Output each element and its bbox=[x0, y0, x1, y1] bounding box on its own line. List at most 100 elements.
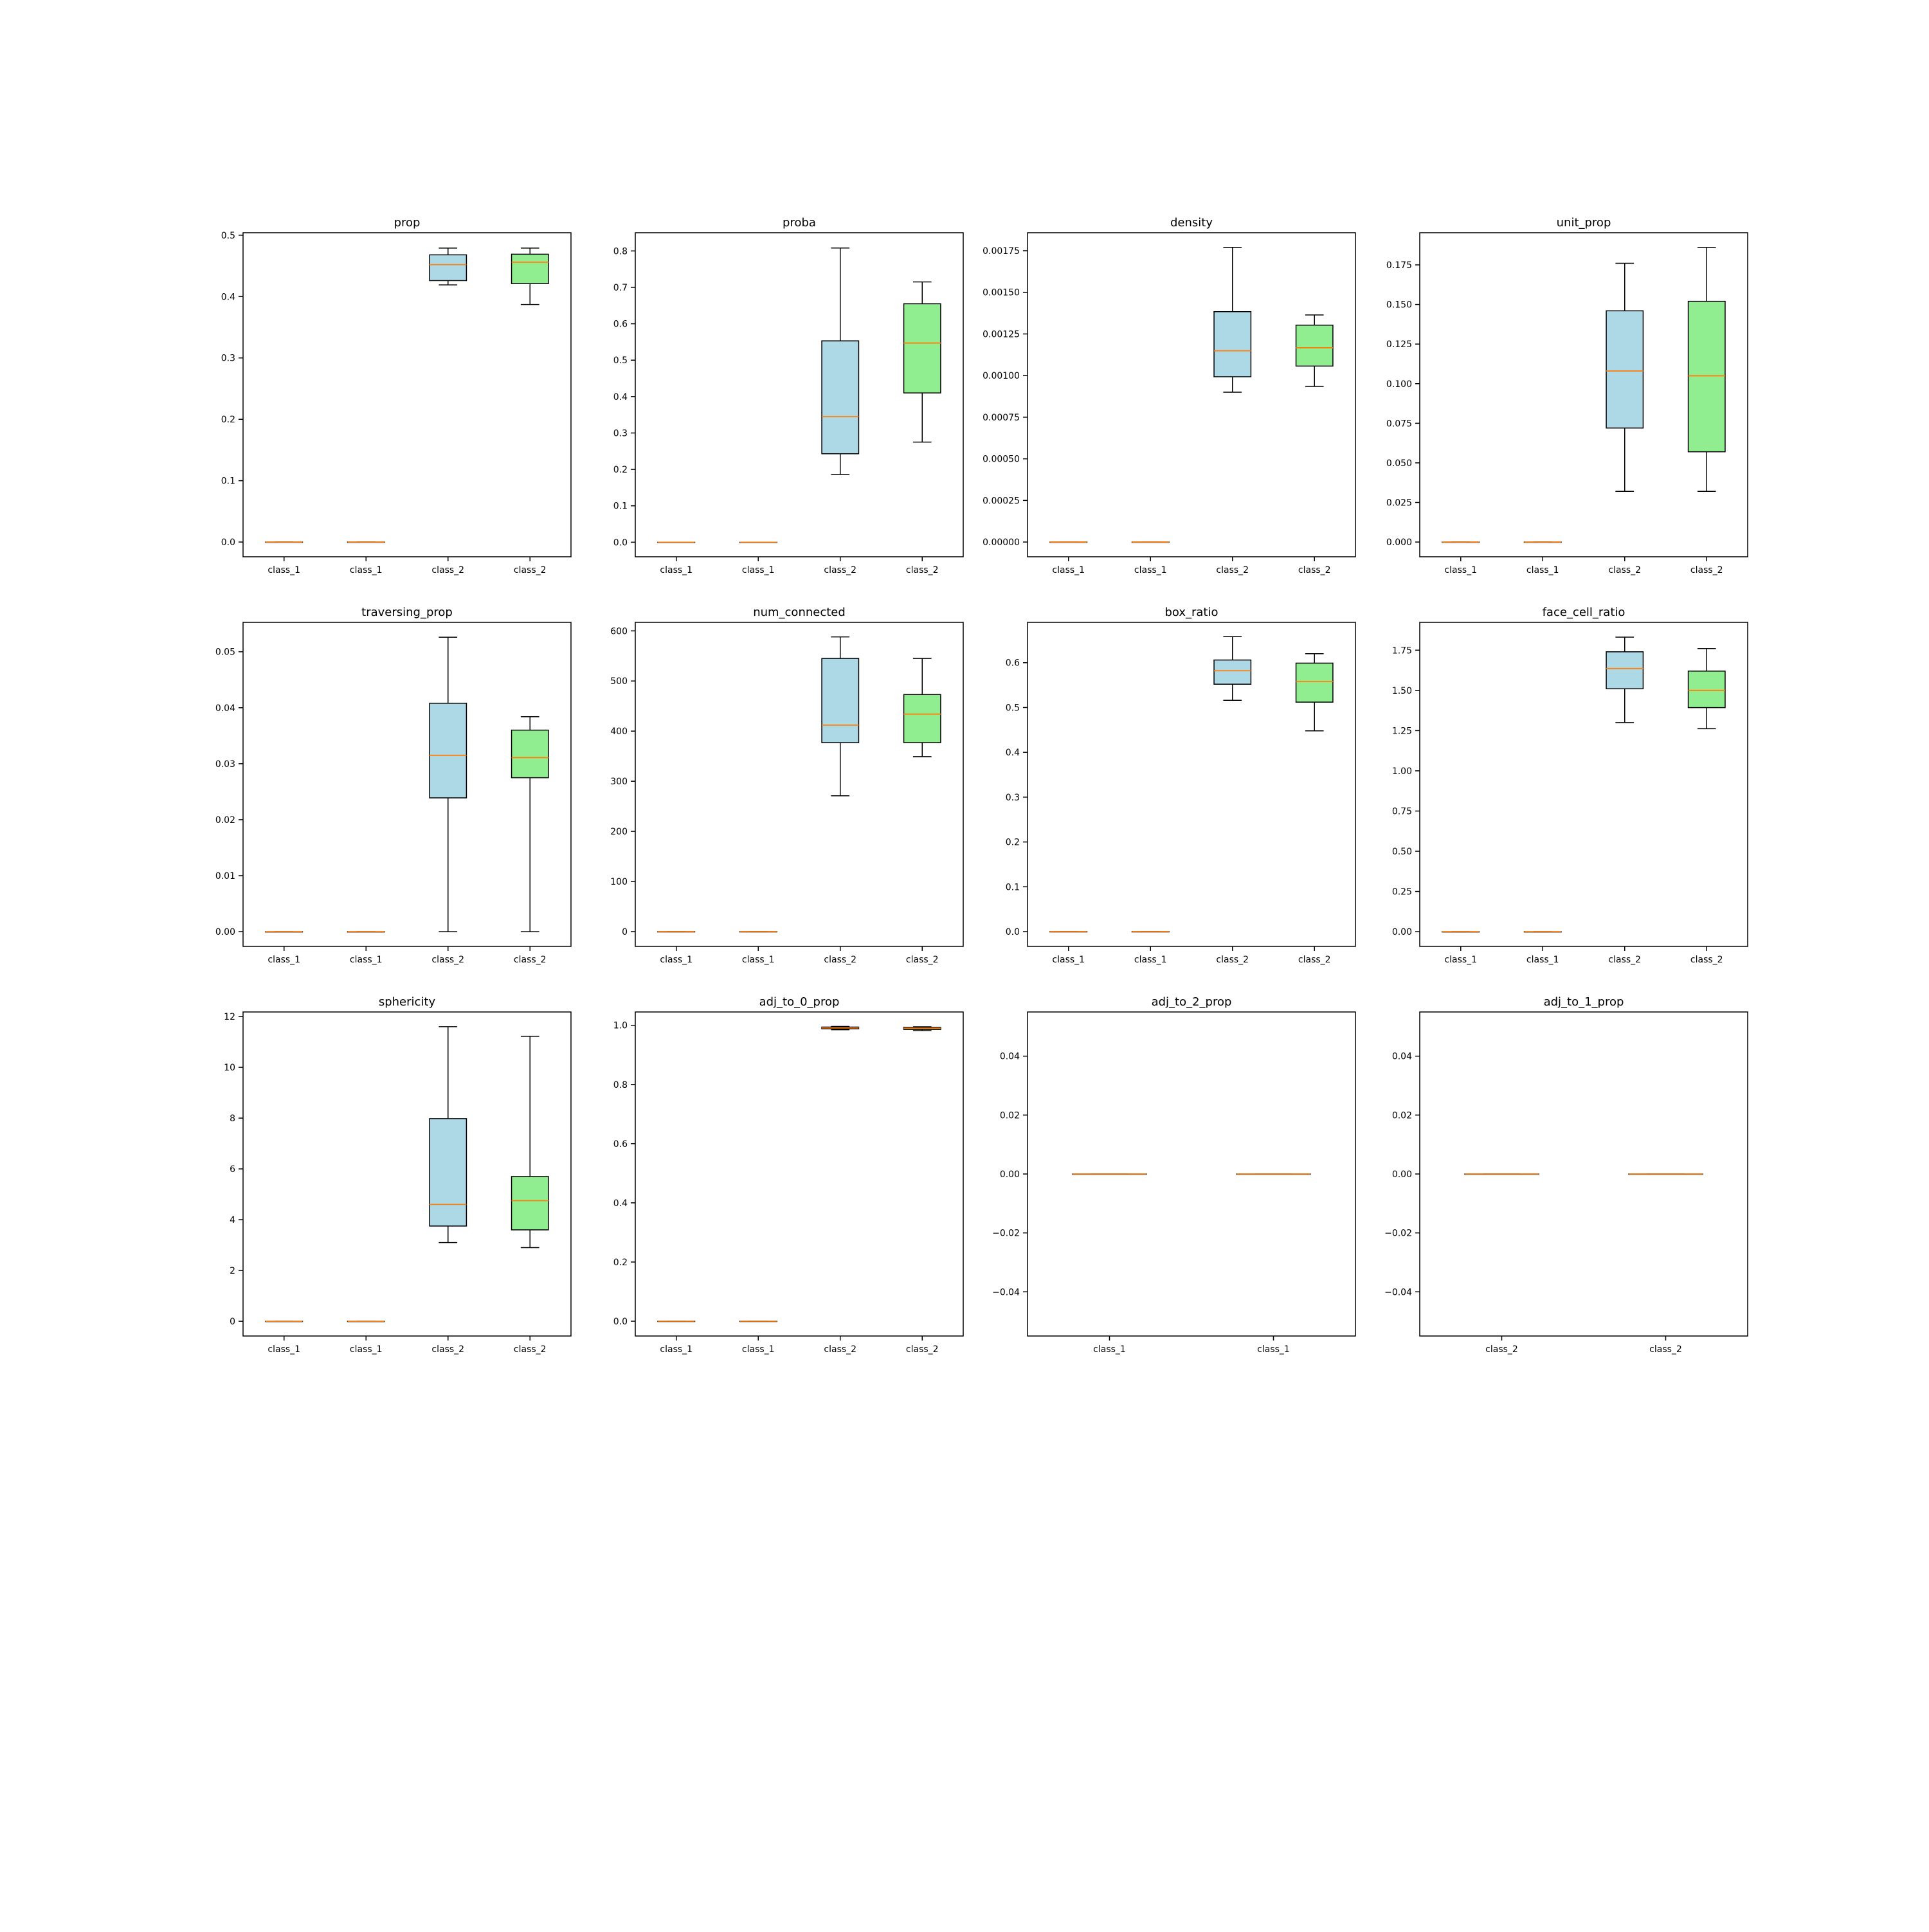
box-iqr bbox=[1606, 651, 1644, 690]
x-tick-label: class_1 bbox=[267, 565, 300, 575]
x-tick-label: class_2 bbox=[1298, 955, 1331, 965]
subplot-title: unit_prop bbox=[1557, 216, 1611, 230]
box-class_2 bbox=[821, 248, 860, 475]
y-tick-label: 0.04 bbox=[215, 703, 235, 714]
x-tick-label: class_2 bbox=[906, 565, 939, 575]
box-iqr bbox=[429, 1118, 467, 1227]
y-tick-label: 0.00125 bbox=[983, 329, 1020, 339]
x-tick-label: class_2 bbox=[1216, 955, 1249, 965]
box-class_2 bbox=[429, 636, 467, 932]
x-tick-label: class_1 bbox=[1134, 955, 1167, 965]
x-tick-label: class_1 bbox=[742, 565, 775, 575]
y-tick-label: 0.00075 bbox=[983, 413, 1020, 423]
box-class_1 bbox=[1236, 1173, 1311, 1175]
axes-frame bbox=[242, 1011, 572, 1337]
subplot-title: proba bbox=[783, 216, 816, 230]
x-tick-label: class_1 bbox=[1526, 565, 1559, 575]
box-class_1 bbox=[1072, 1173, 1147, 1175]
y-tick-label: 0.4 bbox=[613, 392, 628, 402]
box-iqr bbox=[1213, 311, 1252, 377]
x-tick-label: class_2 bbox=[824, 955, 856, 965]
box-class_2 bbox=[903, 281, 941, 443]
axes-frame bbox=[242, 622, 572, 947]
x-tick-label: class_1 bbox=[350, 955, 383, 965]
box-iqr bbox=[429, 254, 467, 282]
y-tick-label: 0.2 bbox=[613, 1258, 628, 1268]
box-class_1 bbox=[347, 541, 385, 543]
box-class_2 bbox=[1606, 636, 1644, 723]
box-class_1 bbox=[657, 541, 696, 543]
x-tick-label: class_1 bbox=[1052, 955, 1085, 965]
y-tick-label: 0.050 bbox=[1386, 458, 1412, 469]
axes-frame bbox=[1027, 622, 1356, 947]
y-tick-label: 0 bbox=[230, 1317, 235, 1327]
x-tick-label: class_2 bbox=[824, 565, 856, 575]
y-tick-label: 0.6 bbox=[613, 1139, 628, 1150]
y-tick-label: 1.50 bbox=[1392, 686, 1412, 696]
y-tick-label: 0.00100 bbox=[983, 371, 1020, 381]
x-tick-label: class_2 bbox=[431, 565, 464, 575]
axes-frame bbox=[635, 1011, 964, 1337]
y-tick-label: 2 bbox=[230, 1266, 235, 1276]
y-tick-label: 1.75 bbox=[1392, 646, 1412, 656]
y-tick-label: 0.5 bbox=[613, 356, 628, 366]
y-tick-label: 600 bbox=[610, 626, 628, 636]
y-tick-label: 8 bbox=[230, 1114, 235, 1124]
y-tick-label: 0.075 bbox=[1386, 419, 1412, 429]
box-iqr bbox=[511, 729, 549, 779]
box-iqr bbox=[1687, 300, 1726, 453]
y-tick-label: 0.1 bbox=[613, 501, 628, 512]
y-tick-label: 0.175 bbox=[1386, 260, 1412, 271]
y-tick-label: 0.0 bbox=[613, 537, 628, 548]
box-iqr bbox=[511, 1176, 549, 1231]
y-tick-label: −0.02 bbox=[992, 1229, 1020, 1239]
box-iqr bbox=[903, 303, 941, 393]
box-class_1 bbox=[1131, 541, 1170, 543]
box-class_1 bbox=[739, 541, 777, 543]
box-iqr bbox=[1295, 662, 1334, 703]
box-iqr bbox=[1606, 310, 1644, 429]
box-class_2 bbox=[821, 636, 860, 797]
box-iqr bbox=[1213, 659, 1252, 685]
x-tick-label: class_1 bbox=[660, 1344, 693, 1355]
x-tick-label: class_2 bbox=[1485, 1344, 1518, 1355]
y-tick-label: 0.04 bbox=[1000, 1052, 1020, 1062]
y-tick-label: 0.00 bbox=[1392, 927, 1412, 937]
subplot-title: prop bbox=[394, 216, 421, 230]
y-tick-label: 100 bbox=[610, 877, 628, 887]
y-tick-label: 0.25 bbox=[1392, 887, 1412, 898]
subplot-title: traversing_prop bbox=[361, 606, 453, 619]
box-iqr bbox=[511, 253, 549, 284]
subplot-adj_to_0_prop: adj_to_0_prop 0.0 0.2 0.4 0.6 0.8 1.0 class_1 cl… bbox=[613, 995, 964, 1355]
subplot-title: adj_to_2_prop bbox=[1152, 995, 1232, 1009]
subplot-density: density 0.00000 0.00025 0.00050 0.00075 0.001… bbox=[983, 216, 1356, 575]
subplot-num_connected: num_connected 0 100 200 300 400 500 600 class_1 c… bbox=[610, 606, 964, 965]
y-tick-label: 0.02 bbox=[1000, 1110, 1020, 1121]
y-tick-label: −0.04 bbox=[1384, 1287, 1412, 1297]
y-tick-label: 10 bbox=[224, 1063, 235, 1073]
box-iqr bbox=[1687, 671, 1726, 709]
x-tick-label: class_2 bbox=[1690, 955, 1723, 965]
x-tick-label: class_2 bbox=[514, 1344, 547, 1355]
y-tick-label: 1.25 bbox=[1392, 726, 1412, 736]
y-tick-label: 0.00150 bbox=[983, 288, 1020, 298]
box-iqr bbox=[903, 694, 941, 743]
box-class_1 bbox=[265, 541, 303, 543]
y-tick-label: 0.03 bbox=[215, 759, 235, 770]
y-tick-label: 0.2 bbox=[1006, 838, 1020, 848]
y-tick-label: 0.05 bbox=[215, 647, 235, 658]
y-tick-label: 0.50 bbox=[1392, 847, 1412, 857]
subplot-title: density bbox=[1170, 216, 1213, 230]
y-tick-label: 0.01 bbox=[215, 871, 235, 881]
y-tick-label: 0.150 bbox=[1386, 300, 1412, 311]
box-class_2 bbox=[511, 248, 549, 305]
subplot-title: adj_to_1_prop bbox=[1544, 995, 1624, 1009]
y-tick-label: −0.04 bbox=[992, 1287, 1020, 1297]
subplot-proba: proba 0.0 0.1 0.2 0.3 0.4 0.5 0.6 0.7 0.8 class_1 c… bbox=[613, 216, 964, 575]
subplot-sphericity: sphericity 0 2 4 6 8 10 12 class_1 class_1 class_2… bbox=[224, 995, 572, 1355]
x-tick-label: class_2 bbox=[431, 1344, 464, 1355]
y-tick-label: 0.0 bbox=[221, 537, 235, 548]
x-tick-label: class_2 bbox=[1216, 565, 1249, 575]
y-tick-label: 0.00050 bbox=[983, 455, 1020, 465]
